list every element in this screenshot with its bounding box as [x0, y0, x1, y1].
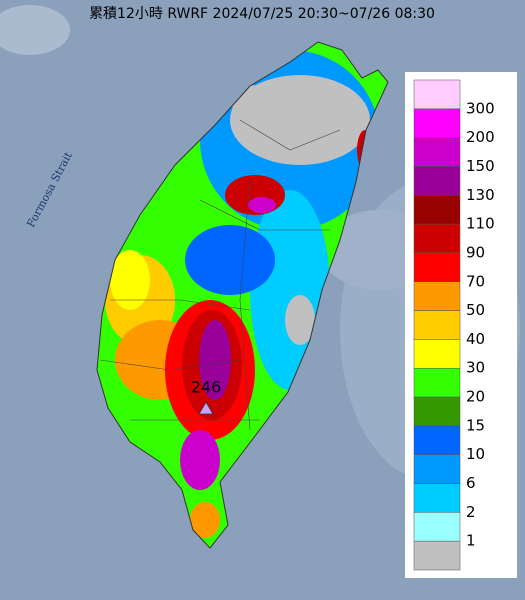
legend-label: 110 [466, 215, 495, 233]
legend-swatch [413, 454, 461, 484]
legend-label: 130 [466, 186, 495, 204]
legend-swatch [413, 483, 461, 513]
legend-label: 40 [466, 330, 485, 348]
legend-label: 90 [466, 243, 485, 261]
legend-label: 10 [466, 445, 485, 463]
county-borders [99, 119, 341, 431]
legend-label: 150 [466, 157, 495, 175]
max-value-label: 246 [191, 378, 222, 397]
legend-swatch [413, 108, 461, 138]
legend-label: 15 [466, 416, 485, 434]
legend-label: 20 [466, 388, 485, 406]
legend-swatch [413, 540, 461, 571]
legend-swatch [413, 512, 461, 542]
legend-swatch [413, 79, 461, 110]
legend-swatch [413, 425, 461, 455]
legend-swatch [413, 166, 461, 196]
legend-swatch [413, 339, 461, 369]
legend-swatch [413, 281, 461, 311]
legend-label: 6 [466, 474, 476, 492]
legend-swatch [413, 367, 461, 398]
legend-swatch [413, 137, 461, 167]
legend-swatch [413, 252, 461, 283]
legend-label: 70 [466, 272, 485, 290]
legend: 300 200 150 130 110 90 70 50 40 30 20 15 10 6 2 1 [413, 79, 495, 571]
legend-label: 300 [466, 99, 495, 117]
legend-label: 50 [466, 301, 485, 319]
map-title: 累積12小時 RWRF 2024/07/25 20:30~07/26 08:30 [89, 6, 435, 22]
legend-label: 30 [466, 359, 485, 377]
legend-swatch [413, 195, 461, 225]
legend-swatch [413, 223, 461, 254]
coastline [96, 41, 389, 549]
legend-label: 2 [466, 503, 476, 521]
legend-label: 1 [466, 532, 476, 550]
legend-swatch [413, 310, 461, 340]
legend-swatch [413, 396, 461, 427]
max-marker [198, 401, 214, 415]
legend-label: 200 [466, 128, 495, 146]
